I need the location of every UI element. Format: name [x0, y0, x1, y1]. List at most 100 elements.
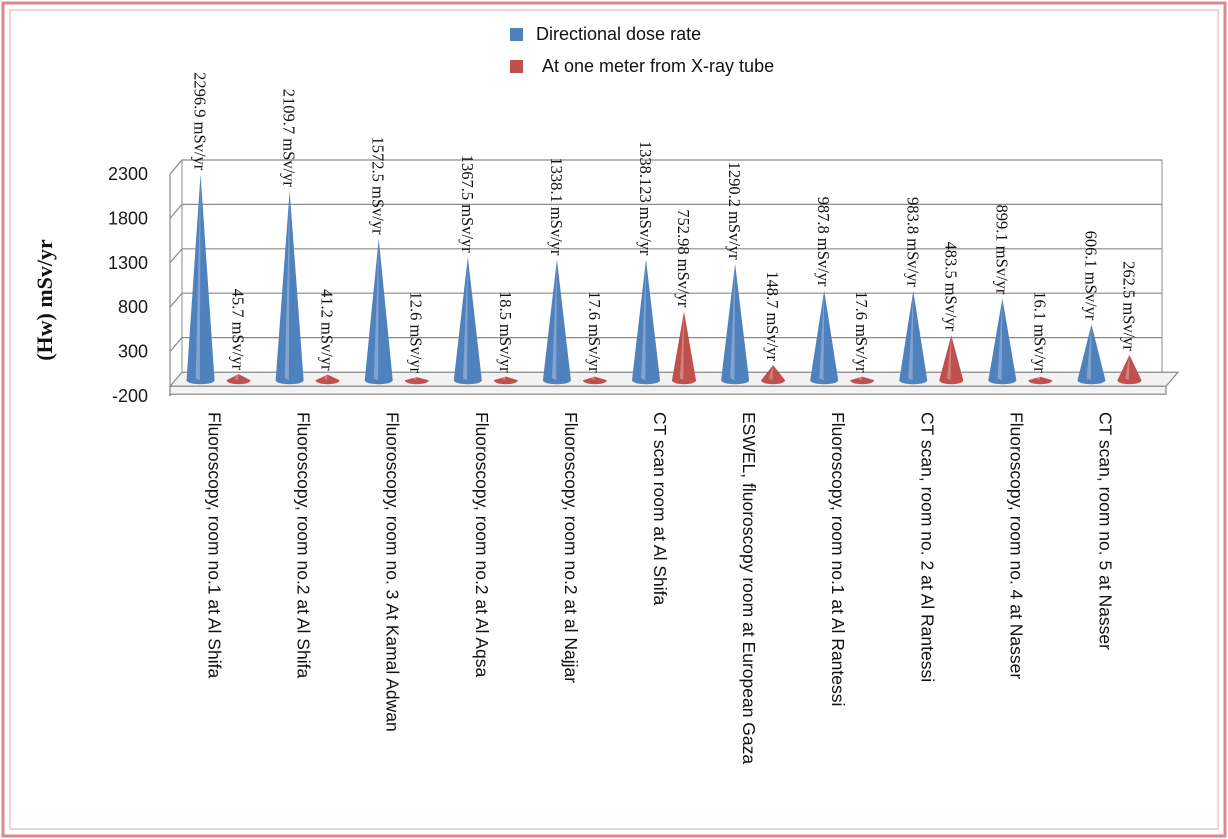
- bar-directional: [275, 190, 304, 385]
- legend-label: At one meter from X-ray tube: [542, 56, 774, 76]
- gridline: [169, 337, 1162, 352]
- y-tick-label: 1300: [108, 253, 148, 273]
- data-label-directional: 983.8 mSv/yr: [903, 197, 922, 287]
- bar-directional-body: [810, 290, 839, 385]
- bar-directional-body: [453, 256, 482, 385]
- bar-directional-highlight: [462, 256, 468, 381]
- bar-one-meter-body: [493, 376, 518, 385]
- bar-directional-body: [1077, 324, 1106, 385]
- bar-directional-body: [721, 263, 750, 385]
- chart-inner-frame: [9, 9, 1219, 830]
- bar-one-meter-body: [1028, 376, 1053, 385]
- bar-directional-highlight: [373, 238, 379, 381]
- data-label-one-meter: 17.6 mSv/yr: [585, 291, 604, 373]
- category-label: Fluoroscopy, room no.2 at al Najjar: [561, 412, 581, 683]
- y-tick-label: -200: [112, 386, 148, 406]
- data-label-directional: 1572.5 mSv/yr: [369, 137, 388, 236]
- category-label: Fluoroscopy, room no. 4 at Nasser: [1006, 412, 1026, 679]
- y-axis-title-group: (Hw) mSv/yr: [32, 239, 57, 361]
- bar-one-meter-highlight: [947, 335, 952, 381]
- bar-directional-highlight: [997, 298, 1003, 381]
- bar-directional: [810, 290, 839, 385]
- bar-directional-highlight: [284, 190, 290, 381]
- category-label: Fluoroscopy, room no. 3 At Kamal Adwan: [383, 412, 403, 732]
- bar-one-meter-body: [582, 376, 607, 385]
- bar-directional-highlight: [195, 174, 201, 381]
- category-labels: Fluoroscopy, room no.1 at Al Shifa Fluoro…: [205, 412, 1116, 764]
- bar-one-meter-body: [404, 377, 429, 385]
- bar-directional-highlight: [552, 259, 557, 381]
- bar-one-meter-highlight: [590, 376, 595, 381]
- bar-directional-body: [632, 259, 660, 385]
- data-label-directional: 1338.123 mSv/yr: [636, 141, 655, 256]
- data-label-one-meter: 45.7 mSv/yr: [229, 289, 248, 371]
- data-label-one-meter: 18.5 mSv/yr: [496, 291, 515, 373]
- bar-one-meter-body: [226, 374, 251, 385]
- bar-one-meter-highlight: [501, 376, 506, 381]
- bar-directional: [632, 259, 660, 385]
- bar-one-meter-highlight: [1125, 354, 1130, 381]
- bar-one-meter-body: [315, 374, 340, 385]
- bar-one-meter-highlight: [857, 376, 863, 381]
- bar-one-meter: [404, 377, 429, 385]
- bar-one-meter: [761, 365, 786, 385]
- data-label-one-meter: 148.7 mSv/yr: [763, 271, 782, 361]
- y-tick-label: 2300: [108, 164, 148, 184]
- y-tick-label: 800: [118, 297, 148, 317]
- gridline: [169, 203, 1162, 219]
- bar-directional: [1077, 324, 1106, 385]
- bar-directional: [186, 174, 215, 385]
- bar-directional: [721, 263, 750, 385]
- category-label: CT scan room at Al Shifa: [650, 412, 670, 606]
- bar-one-meter-body: [672, 311, 696, 385]
- category-label: ESWEL, fluoroscopy room at European Gaza: [739, 412, 759, 764]
- bar-directional-body: [542, 259, 571, 385]
- legend-swatch: [510, 60, 523, 73]
- bar-directional-body: [988, 298, 1017, 385]
- gridline: [169, 248, 1162, 264]
- category-label: Fluoroscopy, room no.1 at Al Rantessi: [828, 412, 848, 706]
- y-axis-title: (Hw) mSv/yr: [32, 239, 57, 361]
- plot-floor-edge: [169, 385, 1167, 395]
- legend-label: Directional dose rate: [536, 24, 701, 44]
- data-label-directional: 1367.5 mSv/yr: [458, 155, 477, 254]
- bar-one-meter: [226, 374, 251, 385]
- bar-one-meter: [493, 376, 518, 385]
- data-label-directional: 987.8 mSv/yr: [814, 197, 833, 287]
- gridline: [169, 292, 1162, 308]
- category-label: Fluoroscopy, room no.2 at Al Shifa: [294, 412, 314, 678]
- bar-one-meter-highlight: [679, 311, 684, 381]
- bar-one-meter-body: [761, 365, 786, 385]
- bar-one-meter: [850, 376, 875, 385]
- data-label-one-meter: 12.6 mSv/yr: [407, 292, 426, 374]
- legend-swatch: [510, 28, 523, 41]
- data-label-one-meter: 752.98 mSv/yr: [674, 209, 693, 308]
- bar-directional-highlight: [819, 290, 825, 381]
- gridline: [169, 159, 1162, 175]
- bar-directional-highlight: [641, 259, 646, 381]
- bar-directional-highlight: [908, 290, 914, 381]
- data-label-directional: 899.1 mSv/yr: [992, 205, 1011, 295]
- data-label-one-meter: 16.1 mSv/yr: [1030, 291, 1049, 373]
- bar-directional-highlight: [1086, 324, 1092, 381]
- bar-one-meter: [1028, 376, 1053, 385]
- bar-directional-body: [275, 190, 304, 385]
- bar-directional: [988, 298, 1017, 385]
- bar-directional: [453, 256, 482, 385]
- category-label: CT scan, room no. 2 at Al Rantessi: [917, 412, 937, 682]
- bar-one-meter: [315, 374, 340, 385]
- bar-one-meter-body: [1117, 354, 1142, 385]
- data-label-directional: 1290.2 mSv/yr: [725, 162, 744, 261]
- bar-one-meter-highlight: [412, 377, 417, 381]
- bar-one-meter: [582, 376, 607, 385]
- bar-one-meter: [939, 335, 964, 385]
- category-label: Fluoroscopy, room no.1 at Al Shifa: [205, 412, 225, 678]
- bar-one-meter: [672, 311, 696, 385]
- data-label-directional: 2296.9 mSv/yr: [191, 72, 210, 171]
- data-label-one-meter: 41.2 mSv/yr: [318, 289, 337, 371]
- chart-marks: 2296.9 mSv/yr 45.7 mSv/yr 2109.7 mSv/yr 41.…: [186, 72, 1142, 385]
- bar-one-meter: [1117, 354, 1142, 385]
- data-label-one-meter: 17.6 mSv/yr: [852, 291, 871, 373]
- bar-directional-body: [899, 290, 928, 385]
- bar-one-meter-body: [850, 376, 875, 385]
